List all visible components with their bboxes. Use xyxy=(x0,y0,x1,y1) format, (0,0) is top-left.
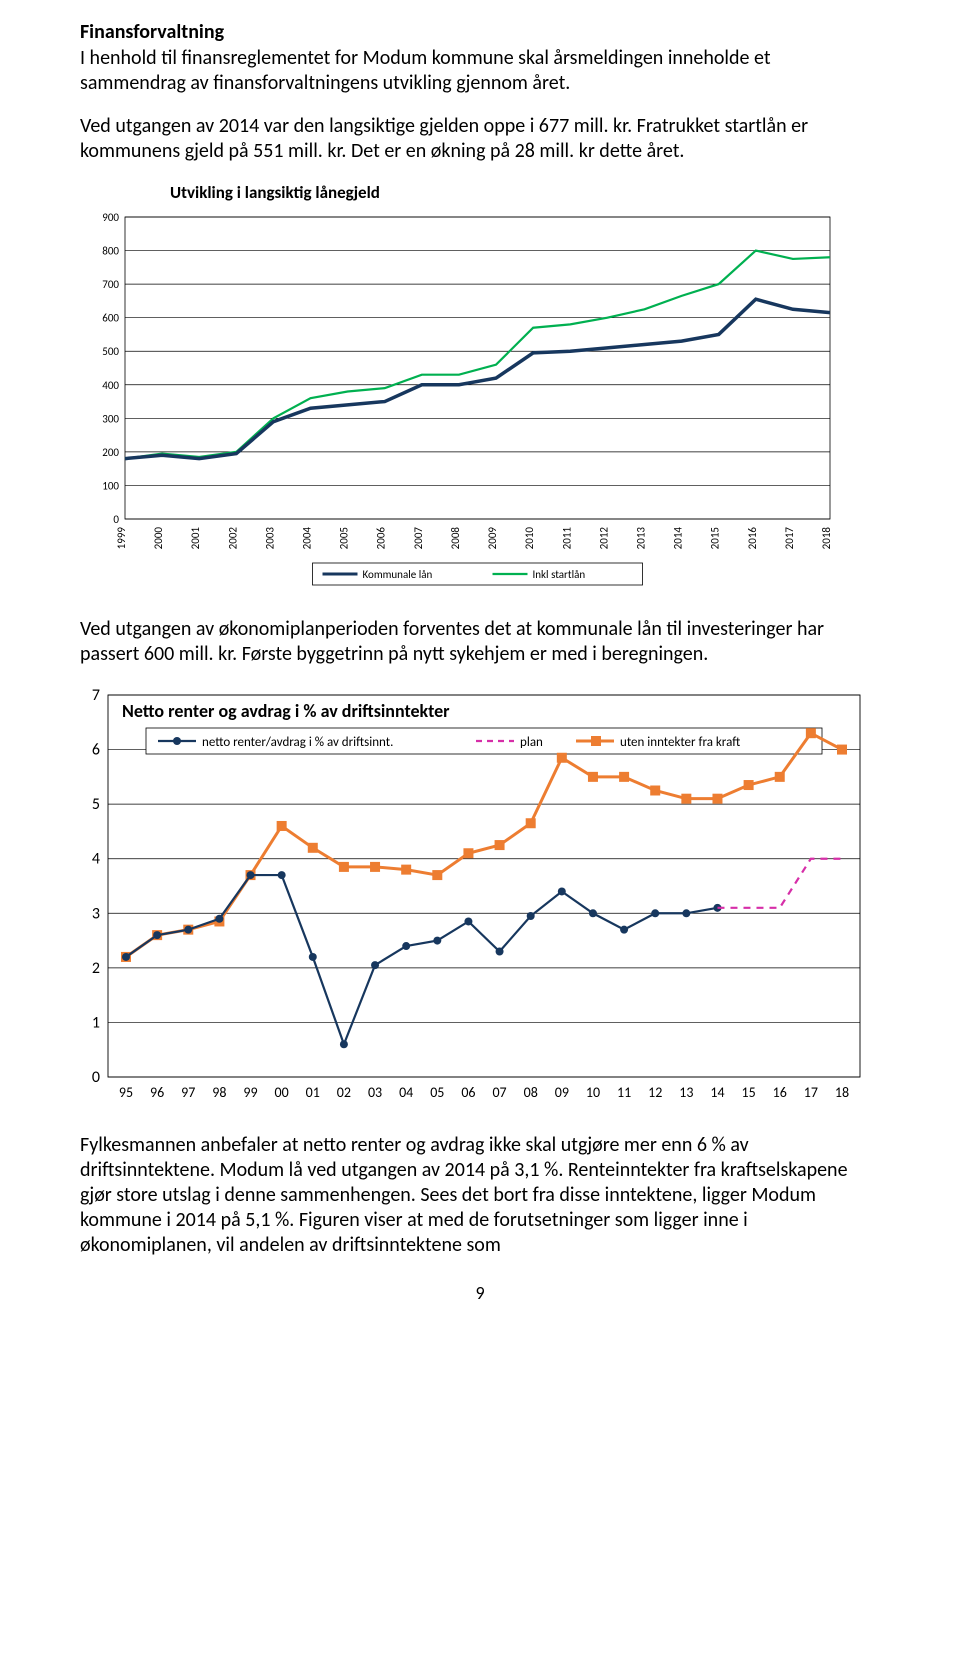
svg-text:00: 00 xyxy=(275,1084,289,1101)
svg-text:2007: 2007 xyxy=(412,527,425,550)
svg-text:10: 10 xyxy=(586,1084,600,1101)
chart-2-svg: Netto renter og avdrag i % av driftsinnt… xyxy=(80,685,870,1105)
svg-text:2000: 2000 xyxy=(152,527,165,550)
svg-text:5: 5 xyxy=(92,795,100,814)
svg-text:03: 03 xyxy=(368,1084,382,1101)
chart-1-svg: 0 100 200 300 400 500 600 700 800 900 1999 2000 2001… xyxy=(80,209,840,589)
svg-text:04: 04 xyxy=(399,1084,413,1101)
page-heading: Finansforvaltning xyxy=(80,20,880,44)
svg-text:1999: 1999 xyxy=(115,527,128,550)
svg-text:3: 3 xyxy=(92,904,100,923)
svg-text:2008: 2008 xyxy=(449,527,462,550)
svg-text:07: 07 xyxy=(492,1084,506,1101)
svg-text:11: 11 xyxy=(617,1084,631,1101)
svg-text:14: 14 xyxy=(710,1084,724,1101)
svg-text:13: 13 xyxy=(679,1084,693,1101)
svg-text:700: 700 xyxy=(102,278,119,291)
svg-text:02: 02 xyxy=(337,1084,351,1101)
paragraph-4: Fylkesmannen anbefaler at netto renter o… xyxy=(80,1133,880,1258)
svg-text:Netto renter og avdrag i % av: Netto renter og avdrag i % av driftsinnt… xyxy=(122,700,450,722)
svg-text:2006: 2006 xyxy=(375,527,388,550)
svg-text:7: 7 xyxy=(92,686,100,705)
svg-text:01: 01 xyxy=(306,1084,320,1101)
svg-text:1: 1 xyxy=(92,1013,100,1032)
svg-text:0: 0 xyxy=(92,1068,100,1087)
svg-text:uten inntekter fra kraft: uten inntekter fra kraft xyxy=(620,735,740,750)
svg-text:2004: 2004 xyxy=(301,527,314,550)
page-number: 9 xyxy=(80,1282,880,1304)
svg-text:12: 12 xyxy=(648,1084,662,1101)
svg-text:4: 4 xyxy=(92,850,100,869)
svg-text:18: 18 xyxy=(835,1084,849,1101)
svg-text:2012: 2012 xyxy=(597,527,610,550)
svg-text:200: 200 xyxy=(102,446,119,459)
svg-text:06: 06 xyxy=(461,1084,475,1101)
paragraph-2: Ved utgangen av 2014 var den langsiktige… xyxy=(80,114,880,164)
svg-text:100: 100 xyxy=(102,479,119,492)
svg-text:2016: 2016 xyxy=(746,527,759,550)
svg-text:95: 95 xyxy=(119,1084,133,1101)
svg-text:05: 05 xyxy=(430,1084,444,1101)
svg-text:800: 800 xyxy=(102,245,119,258)
svg-text:500: 500 xyxy=(102,345,119,358)
svg-text:Inkl startlån: Inkl startlån xyxy=(533,568,586,581)
paragraph-1: I henhold til finansreglementet for Modu… xyxy=(80,46,880,96)
svg-text:09: 09 xyxy=(555,1084,569,1101)
svg-text:netto renter/avdrag i % av dri: netto renter/avdrag i % av driftsinnt. xyxy=(202,735,393,750)
svg-text:2014: 2014 xyxy=(672,527,685,550)
svg-text:Kommunale lån: Kommunale lån xyxy=(363,568,433,581)
svg-text:600: 600 xyxy=(102,312,119,325)
svg-text:2001: 2001 xyxy=(189,527,202,550)
svg-text:15: 15 xyxy=(742,1084,756,1101)
svg-text:400: 400 xyxy=(102,379,119,392)
chart-2-container: Netto renter og avdrag i % av driftsinnt… xyxy=(80,685,880,1105)
svg-text:2003: 2003 xyxy=(263,527,276,550)
svg-text:2011: 2011 xyxy=(560,527,573,550)
svg-text:2015: 2015 xyxy=(709,527,722,549)
svg-text:08: 08 xyxy=(524,1084,538,1101)
svg-text:99: 99 xyxy=(243,1084,257,1101)
svg-text:2: 2 xyxy=(92,959,100,978)
svg-text:2017: 2017 xyxy=(783,527,796,550)
chart-1-title: Utvikling i langsiktig lånegjeld xyxy=(80,182,880,203)
svg-text:2010: 2010 xyxy=(523,527,536,550)
svg-text:97: 97 xyxy=(181,1084,195,1101)
svg-text:98: 98 xyxy=(212,1084,226,1101)
svg-text:6: 6 xyxy=(92,741,100,760)
chart-1-container: Utvikling i langsiktig lånegjeld 0 100 200… xyxy=(80,182,880,589)
svg-text:17: 17 xyxy=(804,1084,818,1101)
svg-text:96: 96 xyxy=(150,1084,164,1101)
svg-text:plan: plan xyxy=(520,735,543,750)
svg-text:2002: 2002 xyxy=(226,527,239,550)
svg-text:2009: 2009 xyxy=(486,527,499,550)
svg-text:2013: 2013 xyxy=(634,527,647,550)
svg-text:16: 16 xyxy=(773,1084,787,1101)
svg-text:0: 0 xyxy=(113,513,119,526)
svg-text:300: 300 xyxy=(102,412,119,425)
svg-text:2005: 2005 xyxy=(338,527,351,549)
paragraph-3: Ved utgangen av økonomiplanperioden forv… xyxy=(80,617,880,667)
svg-text:2018: 2018 xyxy=(820,527,833,550)
svg-text:900: 900 xyxy=(102,211,119,224)
